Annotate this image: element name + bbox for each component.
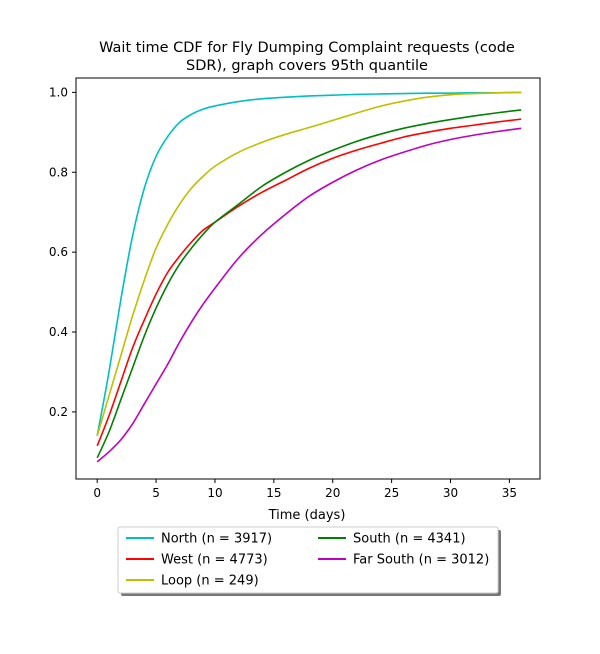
legend-label-south: South (n = 4341): [353, 532, 466, 547]
chart-title-line-1: Wait time CDF for Fly Dumping Complaint …: [99, 40, 515, 56]
x-tick-label: 25: [384, 486, 399, 500]
series-line-south: [96, 109, 522, 459]
x-axis-label: Time (days): [268, 508, 346, 523]
x-tick-label: 30: [443, 486, 458, 500]
x-tick-label: 5: [152, 486, 160, 500]
y-tick-label: 0.6: [49, 245, 68, 259]
x-axis: 0 5 10 15 20 25 30 35: [93, 479, 517, 500]
series-line-west: [96, 118, 522, 447]
plot-area: [96, 91, 522, 463]
x-tick-label: 20: [325, 486, 340, 500]
x-tick-label: 0: [93, 486, 101, 500]
legend-label-far-south: Far South (n = 3012): [353, 553, 489, 568]
x-tick-label: 10: [207, 486, 222, 500]
series-line-far-south: [96, 127, 522, 463]
legend-label-west: West (n = 4773): [161, 553, 268, 568]
y-tick-label: 0.2: [49, 405, 68, 419]
legend-box: [117, 526, 499, 594]
y-axis: 0.2 0.4 0.6 0.8 1.0: [49, 85, 76, 419]
x-tick-label: 35: [502, 486, 517, 500]
legend-label-north: North (n = 3917): [161, 532, 272, 547]
y-tick-label: 0.4: [49, 325, 68, 339]
x-tick-label: 15: [266, 486, 281, 500]
chart-title-line-2: SDR), graph covers 95th quantile: [186, 58, 428, 74]
y-tick-label: 0.8: [49, 165, 68, 179]
series-line-north: [96, 91, 522, 437]
y-tick-label: 1.0: [49, 85, 68, 99]
legend: North (n = 3917) South (n = 4341) West (n …: [117, 526, 501, 596]
legend-label-loop: Loop (n = 249): [161, 574, 259, 589]
series-line-loop: [96, 91, 522, 437]
plot-frame: [75, 77, 541, 480]
